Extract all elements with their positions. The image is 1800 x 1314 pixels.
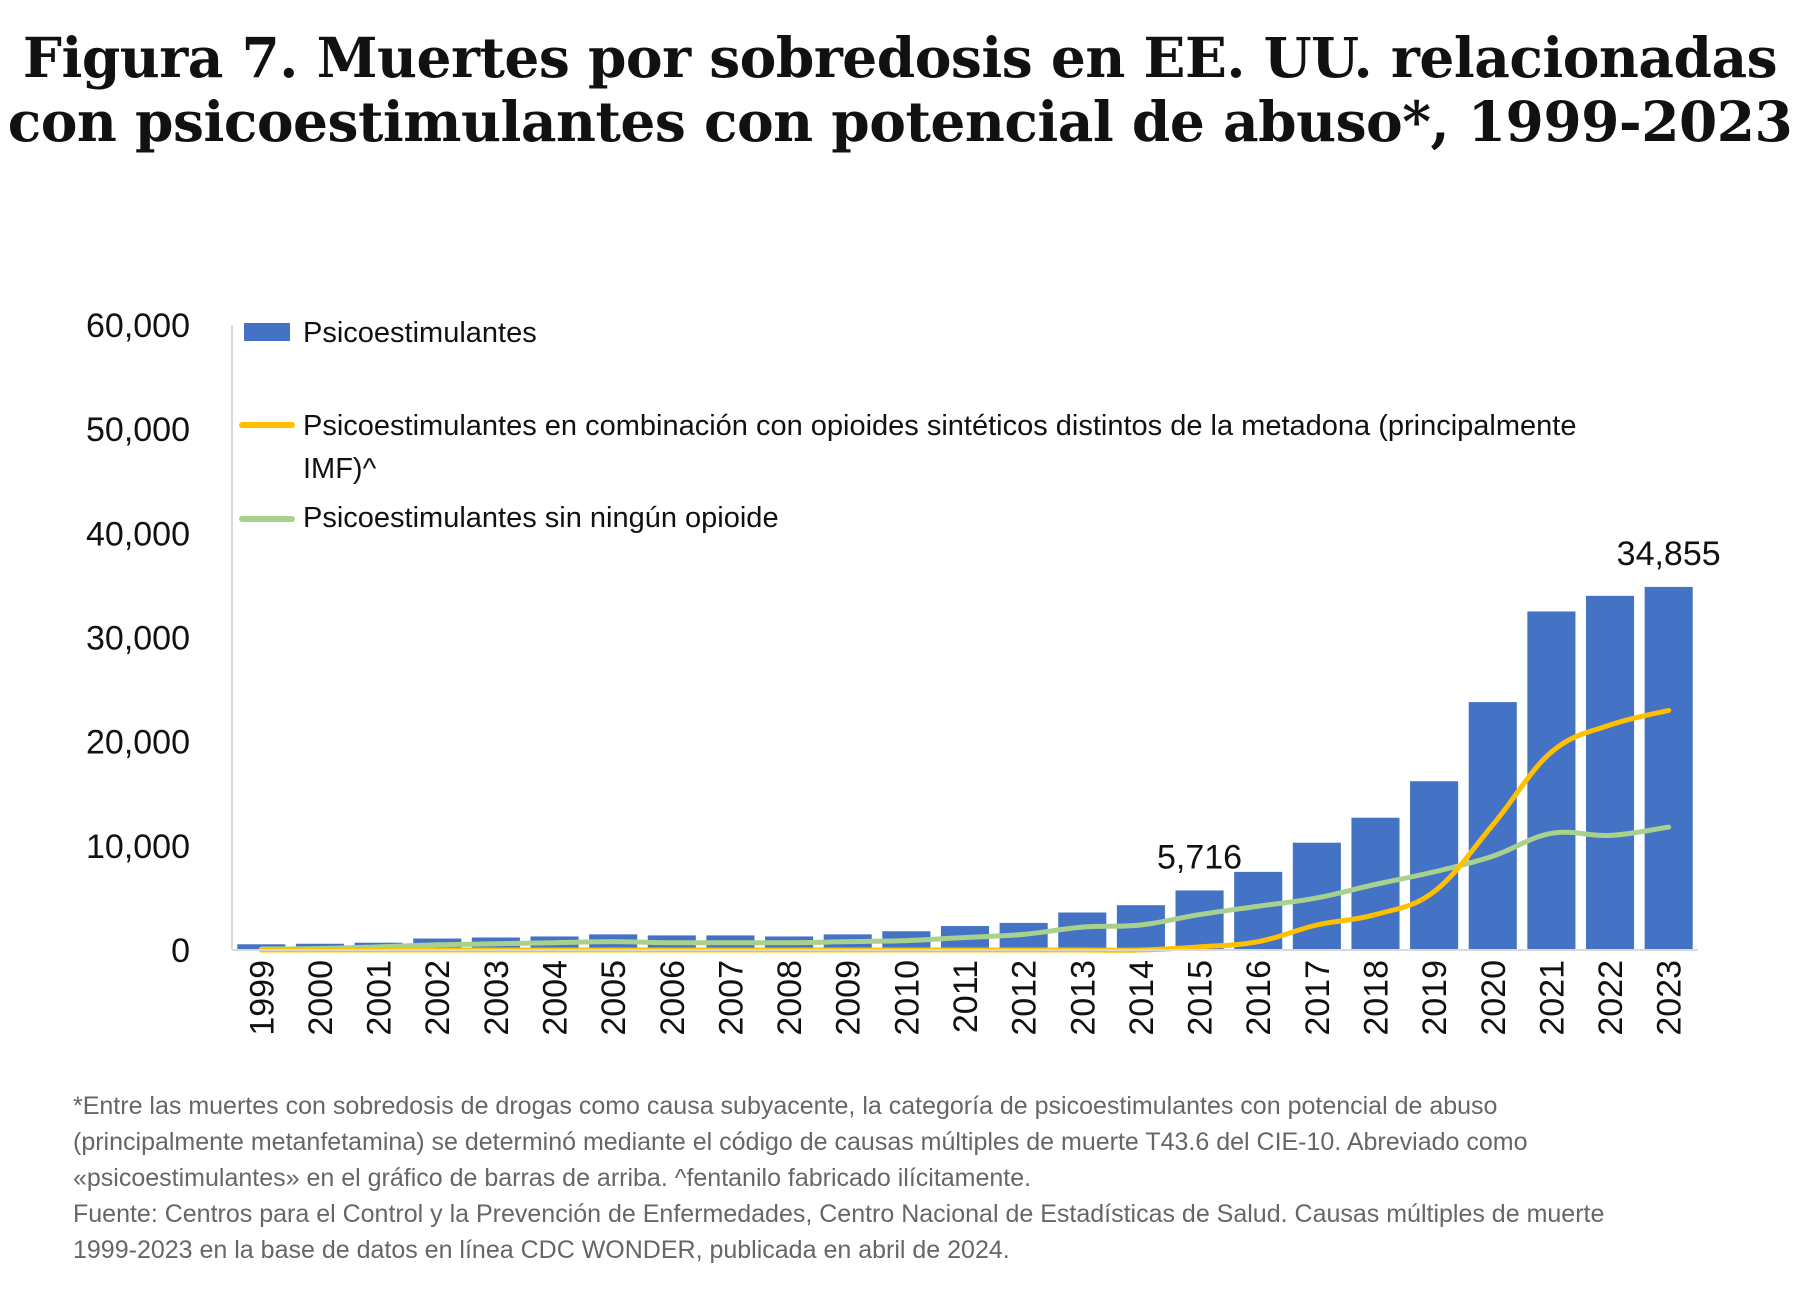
x-tick-label: 2020 xyxy=(1475,960,1513,1036)
x-tick-label: 2000 xyxy=(302,960,340,1036)
x-tick-label: 2017 xyxy=(1299,960,1337,1036)
bar xyxy=(1175,890,1224,950)
bar xyxy=(1527,611,1576,950)
legend: Psicoestimulantes Psicoestimulantes en c… xyxy=(239,317,1576,534)
y-tick-label: 50,000 xyxy=(86,411,190,449)
x-tick-label: 2013 xyxy=(1064,960,1102,1036)
series-line-green xyxy=(258,824,1672,952)
x-tick-label: 2016 xyxy=(1240,960,1278,1036)
footnote-line-4: Fuente: Centros para el Control y la Pre… xyxy=(73,1200,1605,1228)
legend-label-orange-line-2: IMF)^ xyxy=(303,453,377,485)
x-tick-label: 2014 xyxy=(1123,960,1161,1036)
bar xyxy=(1644,586,1693,950)
legend-label-bars: Psicoestimulantes xyxy=(303,317,537,349)
x-tick-label: 2006 xyxy=(654,960,692,1036)
x-tick-label: 2004 xyxy=(537,960,575,1036)
y-tick-label: 0 xyxy=(171,932,190,970)
x-tick-label: 2012 xyxy=(1006,960,1044,1036)
data-labels: 5,716 34,855 xyxy=(1157,535,1721,877)
chart-title: Figura 7. Muertes por sobredosis en EE. … xyxy=(0,26,1800,154)
x-tick-label: 2005 xyxy=(595,960,633,1036)
footnote: *Entre las muertes con sobredosis de dro… xyxy=(73,1088,1753,1268)
x-tick-label: 2023 xyxy=(1651,960,1689,1036)
x-tick-label: 1999 xyxy=(243,960,281,1036)
y-tick-label: 30,000 xyxy=(86,620,190,658)
x-tick-label: 2011 xyxy=(947,960,985,1033)
x-tick-label: 2003 xyxy=(478,960,516,1036)
chart-title-line-2: con psicoestimulantes con potencial de a… xyxy=(7,89,1793,154)
data-label-2015: 5,716 xyxy=(1157,838,1242,876)
x-tick-label: 2001 xyxy=(361,960,399,1036)
legend-swatch-bars xyxy=(244,323,290,341)
x-tick-label: 2010 xyxy=(888,960,926,1036)
legend-label-green-line: Psicoestimulantes sin ningún opioide xyxy=(303,502,779,534)
chart-title-line-1: Figura 7. Muertes por sobredosis en EE. … xyxy=(22,25,1778,90)
x-tick-label: 2009 xyxy=(830,960,868,1036)
x-tick-label: 2015 xyxy=(1182,960,1220,1036)
y-tick-label: 20,000 xyxy=(86,724,190,762)
y-tick-label: 60,000 xyxy=(86,307,190,345)
y-tick-label: 10,000 xyxy=(86,828,190,866)
x-tick-label: 2022 xyxy=(1592,960,1630,1036)
footnote-line-3: «psicoestimulantes» en el gráfico de bar… xyxy=(73,1164,1032,1192)
legend-label-orange-line-1: Psicoestimulantes en combinación con opi… xyxy=(303,410,1576,442)
footnote-line-2: (principalmente metanfetamina) se determ… xyxy=(73,1128,1528,1156)
footnote-line-1: *Entre las muertes con sobredosis de dro… xyxy=(73,1092,1498,1120)
y-axis: 0 10,000 20,000 30,000 40,000 50,000 60,000 xyxy=(86,307,233,970)
data-label-2023: 34,855 xyxy=(1617,535,1721,573)
x-tick-label: 2018 xyxy=(1357,960,1395,1036)
x-tick-label: 2019 xyxy=(1416,960,1454,1036)
x-axis: 1999 2000 2001 2002 2003 2004 2005 2006 2007 2008… xyxy=(232,949,1698,1036)
x-tick-label: 2002 xyxy=(419,960,457,1036)
footnote-line-5: 1999-2023 en la base de datos en línea C… xyxy=(73,1236,1010,1264)
y-tick-label: 40,000 xyxy=(86,515,190,553)
bar xyxy=(1585,595,1635,950)
bar-series xyxy=(237,586,1693,950)
x-tick-label: 2021 xyxy=(1533,960,1571,1036)
x-tick-label: 2008 xyxy=(771,960,809,1036)
x-tick-label: 2007 xyxy=(712,960,750,1036)
